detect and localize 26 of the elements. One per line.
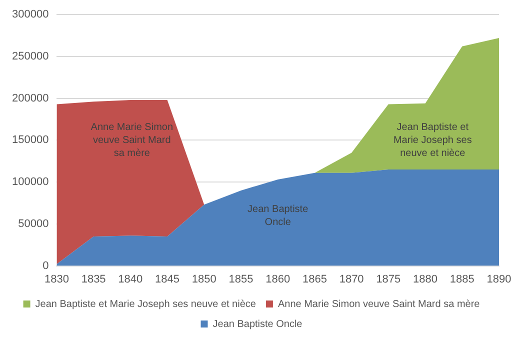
annotation: Jean Baptiste et Marie Joseph ses neuve et nièce xyxy=(393,122,472,159)
x-tick-label: 1830 xyxy=(44,273,69,286)
legend-label: Jean Baptiste Oncle xyxy=(212,318,303,330)
y-tick-label: 100000 xyxy=(12,176,49,188)
x-tick-label: 1875 xyxy=(376,273,401,286)
x-tick-label: 1890 xyxy=(486,273,512,286)
legend-label: Anne Marie Simon veuve Saint Mard sa mère xyxy=(278,298,480,310)
x-tick-label: 1885 xyxy=(450,273,474,286)
x-tick-label: 1865 xyxy=(302,273,327,286)
annotation: Jean Baptiste Oncle xyxy=(248,204,309,228)
y-tick-label: 0 xyxy=(42,260,49,272)
x-tick-label: 1860 xyxy=(266,273,290,286)
x-tick-label: 1840 xyxy=(118,273,143,286)
x-tick-label: 1880 xyxy=(413,273,438,286)
x-tick-label: 1845 xyxy=(155,273,180,286)
x-tick-label: 1870 xyxy=(339,273,364,286)
y-tick-label: 50000 xyxy=(18,218,49,230)
x-tick-label: 1850 xyxy=(192,273,216,286)
y-tick-label: 200000 xyxy=(12,92,49,104)
y-tick-label: 300000 xyxy=(12,8,49,21)
x-tick-label: 1855 xyxy=(228,273,254,286)
y-tick-label: 250000 xyxy=(12,50,49,62)
legend-label: Jean Baptiste et Marie Joseph ses neuve et nièce xyxy=(35,298,256,310)
y-tick-label: 150000 xyxy=(12,134,49,146)
annotation: Anne Marie Simon veuve Saint Mard sa mère xyxy=(90,122,174,159)
x-tick-label: 1835 xyxy=(81,273,106,286)
